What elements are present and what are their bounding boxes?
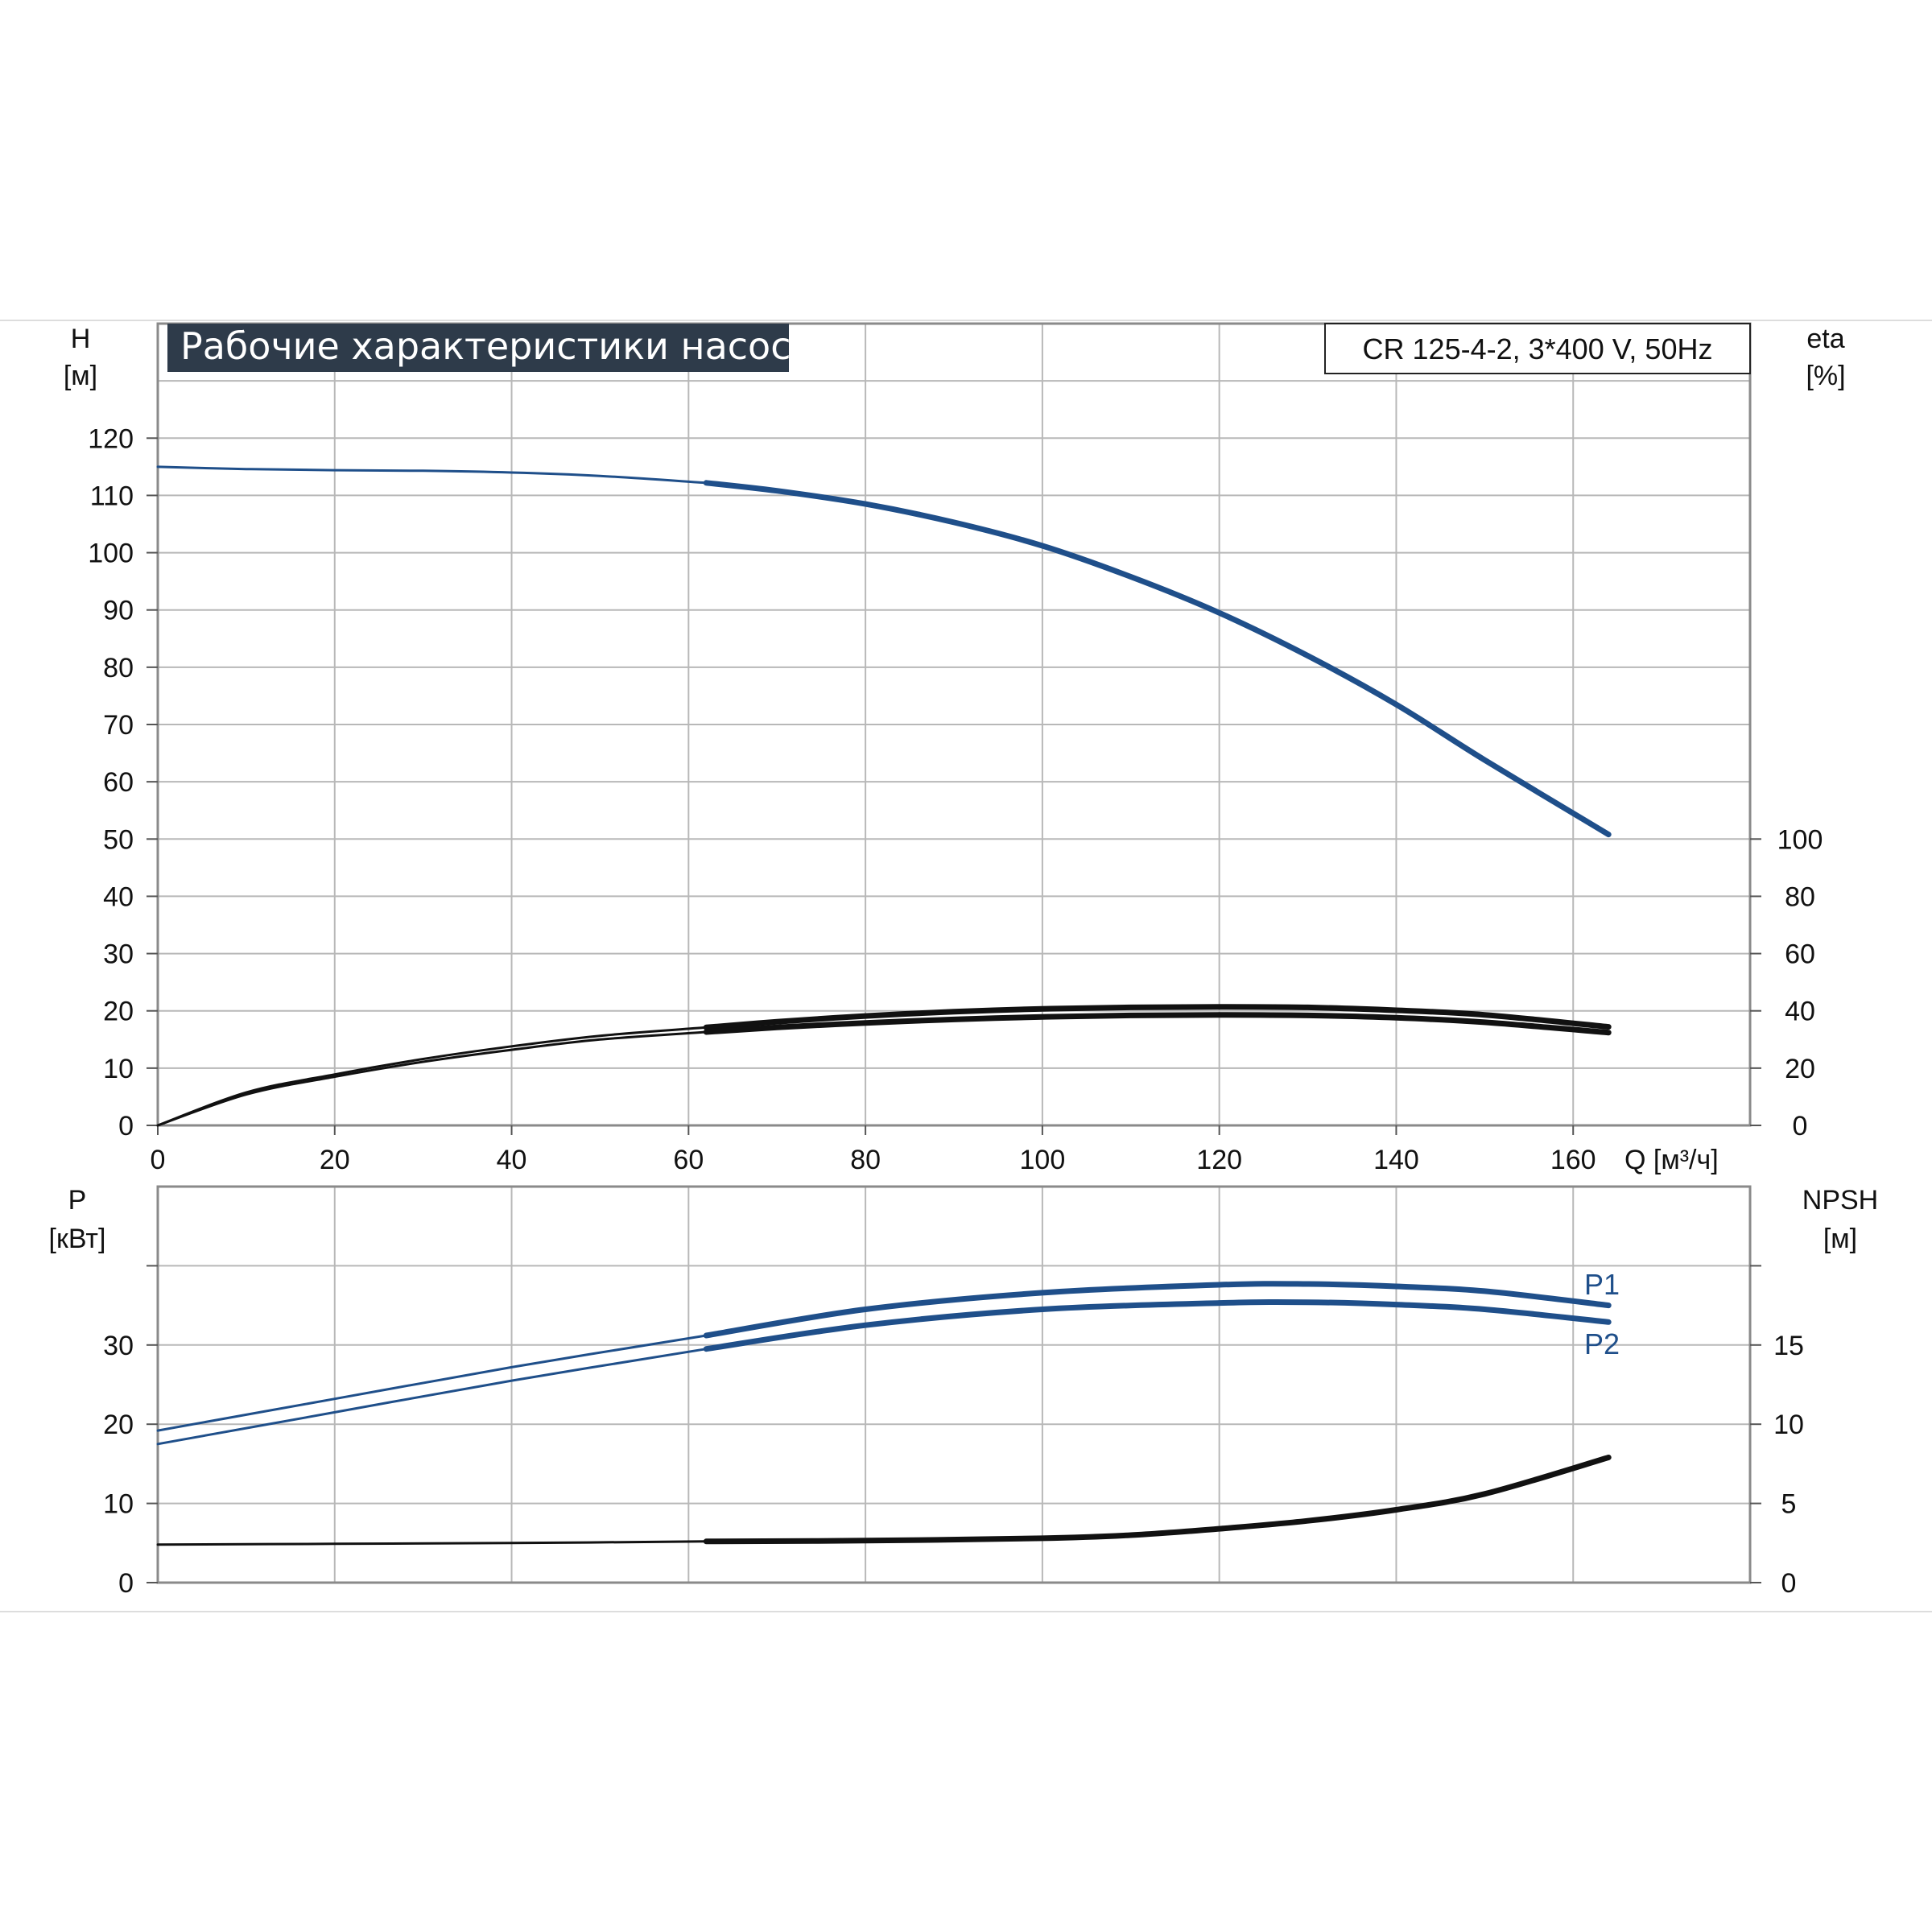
h-curve [703, 480, 1612, 838]
p-tick-label: 10 [103, 1489, 134, 1520]
h-tick-label: 120 [88, 423, 134, 454]
h-tick-label: 110 [90, 481, 134, 511]
h-tick-label: 50 [103, 824, 134, 855]
h-tick-label: 60 [103, 767, 134, 798]
h-tick-label: 0 [118, 1111, 134, 1141]
top-series [156, 465, 1612, 1127]
h-axis-label: H [71, 324, 91, 354]
eta-upper-curve [703, 1004, 1612, 1030]
x-tick-label: 40 [497, 1145, 527, 1175]
p2-curve [703, 1298, 1612, 1352]
npsh-tick-label: 10 [1773, 1410, 1804, 1440]
h-tick-label: 80 [103, 653, 134, 683]
h-tick-label: 70 [103, 710, 134, 741]
h-tick-label: 90 [103, 596, 134, 626]
p2-series-label: P2 [1584, 1327, 1620, 1360]
top-right-ticks: 0 20 40 60 80 100 [1750, 824, 1823, 1141]
top-panel: 0 10 20 30 40 50 60 70 80 90 100 110 120 0 20 40 60 80 10… [64, 322, 1846, 1175]
x-tick-label: 120 [1196, 1145, 1242, 1175]
title-box [167, 324, 789, 372]
bottom-right-ticks: 0 5 10 15 [1750, 1265, 1804, 1599]
chart-title: Рабочие характеристики насоса [180, 324, 814, 368]
eta-upper-curve-low [156, 1026, 708, 1127]
p-tick-label: 30 [103, 1331, 134, 1361]
npsh-axis-label: NPSH [1802, 1185, 1878, 1216]
x-tick-label: 80 [850, 1145, 881, 1175]
eta-tick-label: 0 [1793, 1111, 1808, 1141]
h-tick-label: 30 [103, 939, 134, 970]
x-tick-label: 0 [151, 1145, 166, 1175]
bottom-plot-frame [156, 1185, 1752, 1584]
npsh-axis-unit: [м] [1823, 1224, 1857, 1254]
eta-axis-unit: [%] [1806, 361, 1845, 391]
npsh-tick-label: 0 [1781, 1568, 1797, 1599]
model-label: CR 125-4-2, 3*400 V, 50Hz [1363, 332, 1713, 365]
eta-tick-label: 60 [1785, 939, 1815, 970]
eta-tick-label: 20 [1785, 1054, 1815, 1084]
x-tick-label: 20 [320, 1145, 350, 1175]
top-grid [158, 324, 1750, 1125]
p-axis-unit: [кВт] [49, 1224, 106, 1254]
h-tick-label: 40 [103, 881, 134, 912]
eta-tick-label: 100 [1777, 824, 1823, 855]
x-axis-label: Q [м³/ч] [1624, 1145, 1719, 1175]
h-tick-label: 10 [103, 1054, 134, 1084]
p1-curve [703, 1281, 1612, 1339]
model-box [1324, 323, 1751, 374]
h-tick-label: 100 [88, 539, 134, 569]
eta-lower-curve-low [156, 1030, 708, 1127]
x-tick-label: 100 [1020, 1145, 1066, 1175]
bottom-left-ticks: 0 10 20 30 [103, 1265, 158, 1599]
bottom-series [156, 1281, 1612, 1546]
h-curve-low [156, 465, 708, 485]
p1-curve-low [156, 1334, 708, 1432]
npsh-curve-low [156, 1540, 708, 1546]
eta-tick-label: 40 [1785, 997, 1815, 1027]
h-tick-label: 20 [103, 997, 134, 1027]
h-axis-unit: [м] [64, 361, 97, 391]
x-tick-label: 160 [1550, 1145, 1596, 1175]
npsh-curve [703, 1455, 1612, 1545]
x-tick-label: 140 [1373, 1145, 1419, 1175]
npsh-tick-label: 5 [1781, 1489, 1797, 1520]
p2-curve-low [156, 1348, 708, 1446]
p-tick-label: 0 [118, 1568, 134, 1599]
bottom-panel: 0 10 20 30 0 5 10 15 P [кВт] NPSH [м] P1 P2 [49, 1185, 1879, 1599]
bottom-grid [158, 1187, 1750, 1583]
p-axis-label: P [68, 1185, 87, 1216]
top-left-ticks: 0 10 20 30 40 50 60 70 80 90 100 110 120 [88, 423, 158, 1141]
eta-tick-label: 80 [1785, 881, 1815, 912]
p-tick-label: 20 [103, 1410, 134, 1440]
eta-axis-label: eta [1806, 324, 1844, 354]
npsh-tick-label: 15 [1773, 1331, 1804, 1361]
x-tick-label: 60 [673, 1145, 704, 1175]
p1-series-label: P1 [1584, 1268, 1620, 1301]
eta-lower-curve [703, 1012, 1612, 1036]
x-axis-ticks: 0 20 40 60 80 100 120 140 160 [151, 1125, 1596, 1175]
